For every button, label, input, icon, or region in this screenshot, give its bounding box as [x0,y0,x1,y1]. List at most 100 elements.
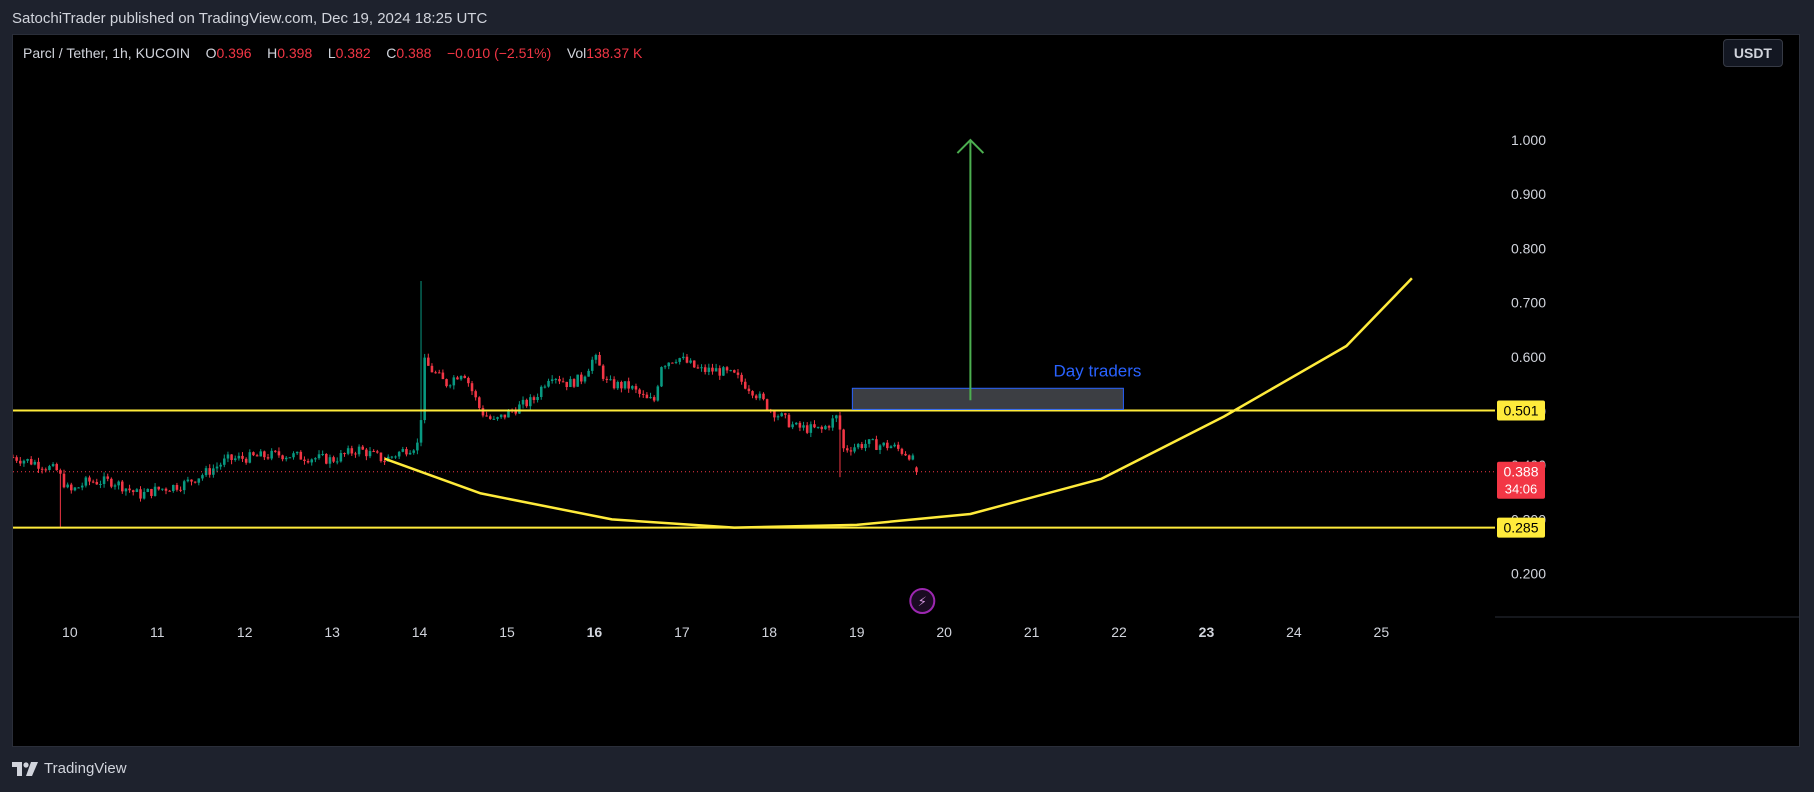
candle-body [867,439,871,444]
candle-body [350,448,354,454]
candle-body [427,357,430,366]
candle-body [474,391,477,398]
candle-body [638,389,641,394]
candle-body [215,466,219,469]
candle-body [73,487,77,491]
candle-body [827,426,831,428]
candle-body [583,376,587,382]
candle-body [346,448,350,454]
x-tick-label: 14 [412,624,428,640]
symbol-label[interactable]: Parcl / Tether, 1h, KUCOIN [23,45,191,61]
candle-body [550,379,554,381]
candle-body [459,375,463,380]
candle-body [835,415,838,419]
publish-line: SatochiTrader published on TradingView.c… [12,10,488,27]
x-tick-label: 23 [1199,624,1215,640]
y-tick-label: 0.200 [1511,566,1546,582]
candle-body [131,490,135,492]
candle-body [182,481,186,491]
candle-body [48,466,51,470]
price-chart[interactable]: 10 11 12 13 14 15 16 17 18 19 20 21 22 23 24 25 1.000 0.9… [13,35,1799,746]
candle-body [736,372,740,375]
candle-body [255,455,259,457]
candle-body [244,458,248,463]
candle-body [452,377,456,386]
candle-body [813,424,816,428]
candle-body [671,362,674,364]
candle-body [419,420,423,443]
candle-body [503,414,507,418]
open-value: 0.396 [216,45,252,61]
candle-body [13,457,15,459]
candle-body [536,397,539,401]
y-tick-label: 1.000 [1511,132,1546,148]
candle-body [838,415,842,430]
candle-body [179,489,182,491]
candle-body [310,459,314,463]
candle-body [77,487,80,489]
candle-body [80,485,84,488]
candle-body [44,469,48,471]
event-icon [909,588,936,614]
candle-body [663,366,667,368]
candle-body [91,481,95,483]
candle-body [106,476,109,479]
candle-body [128,488,131,491]
candle-body [514,410,518,414]
candle-body [747,388,751,392]
candle-body [496,417,499,419]
candle-body [667,362,671,367]
candle-body [365,449,368,457]
last-price-badge [1497,461,1545,499]
candle-body [197,478,201,483]
volume-label: Vol [566,45,587,61]
lightning-icon: ⚡ [918,595,927,610]
candle-body [754,395,758,399]
candle-body [102,476,106,484]
chart-panel[interactable]: 10 11 12 13 14 15 16 17 18 19 20 21 22 23 24 25 1.000 0.9… [12,34,1800,747]
candle-body [153,486,157,496]
candle-body [507,410,510,418]
footer-brand[interactable]: TradingView [44,760,127,777]
candle-body [445,379,448,387]
candle-body [146,488,150,492]
x-tick-label: 10 [62,624,78,640]
ohlc-legend: Parcl / Tether, 1h, KUCOIN O0.396 H0.398… [23,45,642,61]
candle-body [652,397,656,401]
candle-body [620,381,623,389]
candle-body [124,488,128,492]
candle-body [722,367,725,376]
candle-body [492,418,496,420]
low-value: 0.382 [335,45,371,61]
high-label: H [267,45,278,61]
candle-body [456,377,459,380]
candle-body [230,454,233,461]
candle-body [609,379,612,381]
candle-body [485,415,488,417]
change-value: −0.010 (−2.51%) [446,45,552,61]
footer: TradingView [12,760,127,777]
candle-body [339,453,343,462]
candle-body [281,455,284,460]
candle-body [590,359,594,371]
candle-body [226,454,230,459]
candle-body [733,370,736,373]
currency-button[interactable]: USDT [1722,39,1783,67]
candle-body [907,455,911,460]
candle-body [762,393,765,400]
candle-body [470,383,474,392]
candle-body [135,489,139,492]
candle-body [853,447,856,452]
candle-body [539,386,543,398]
candle-body [303,459,306,462]
candle-body [601,365,605,379]
candle-body [743,381,747,389]
candle-body [725,367,729,371]
candle-body [259,451,263,457]
candle-body [99,483,102,485]
candle-body [434,372,437,374]
tradingview-logo-icon[interactable] [12,761,38,776]
candle-body [689,360,692,363]
candles-group [13,280,918,528]
x-tick-label: 22 [1111,624,1127,640]
